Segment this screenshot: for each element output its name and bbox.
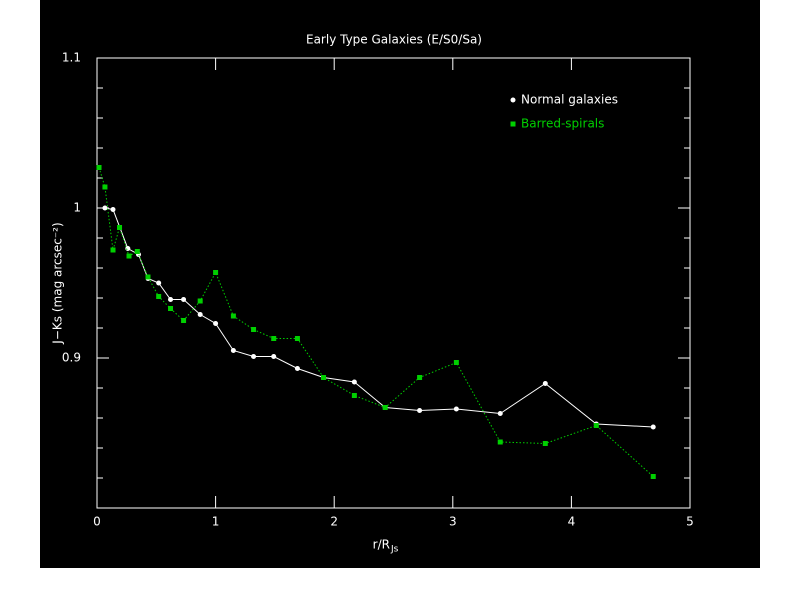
y-tick-label: 1 (73, 201, 81, 215)
data-point (321, 375, 327, 380)
data-point (650, 474, 656, 479)
data-point (417, 375, 423, 380)
data-point (181, 297, 187, 302)
chart-title: Early Type Galaxies (E/S0/Sa) (306, 33, 482, 47)
data-point (453, 406, 459, 412)
data-point (110, 207, 116, 212)
y-tick-label: 1.1 (62, 51, 81, 65)
data-point (230, 348, 236, 353)
legend-label: Normal galaxies (521, 93, 618, 107)
data-point (126, 253, 132, 259)
x-tick-label: 1 (212, 515, 220, 529)
data-point (96, 165, 102, 170)
data-point (197, 312, 203, 317)
x-axis-label-subscript: Js (390, 545, 399, 555)
data-point (417, 408, 423, 413)
data-point (156, 294, 162, 299)
data-point (213, 321, 219, 326)
x-tick-label: 2 (330, 515, 338, 529)
data-point (497, 411, 503, 416)
data-point (294, 366, 300, 371)
data-point (351, 379, 357, 385)
data-point (593, 423, 599, 428)
data-point (230, 313, 236, 319)
data-point (156, 280, 162, 286)
data-point (117, 225, 123, 230)
axes-frame (96, 57, 691, 509)
legend-marker (510, 97, 516, 103)
plot-background (40, 0, 760, 568)
data-point (110, 247, 116, 253)
x-tick-label: 0 (93, 515, 101, 529)
data-point (125, 246, 131, 251)
data-point (213, 270, 219, 275)
data-point (251, 354, 257, 359)
data-point (197, 298, 203, 304)
data-point (102, 205, 108, 211)
data-point (102, 184, 108, 190)
data-point (650, 424, 656, 430)
data-point (453, 360, 459, 365)
data-point (251, 327, 257, 332)
data-point (134, 249, 140, 254)
legend-marker (510, 121, 516, 127)
data-point (145, 274, 151, 280)
data-point (168, 297, 174, 302)
data-point (542, 381, 548, 386)
legend-label: Barred-spirals (521, 117, 604, 131)
data-point (542, 441, 548, 446)
y-axis-label: J−Ks (mag arcsec⁻²) (51, 222, 65, 344)
data-point (271, 354, 277, 359)
data-point (294, 336, 300, 341)
data-point (382, 405, 388, 410)
x-tick-label: 5 (686, 515, 694, 529)
data-point (497, 439, 503, 445)
data-point (168, 306, 174, 311)
y-tick-label: 0.9 (62, 351, 81, 365)
data-point (271, 336, 277, 341)
x-tick-label: 3 (449, 515, 457, 529)
x-tick-label: 4 (568, 515, 576, 529)
x-axis-label: r/R (373, 538, 390, 552)
data-point (351, 393, 357, 398)
data-point (181, 318, 187, 323)
